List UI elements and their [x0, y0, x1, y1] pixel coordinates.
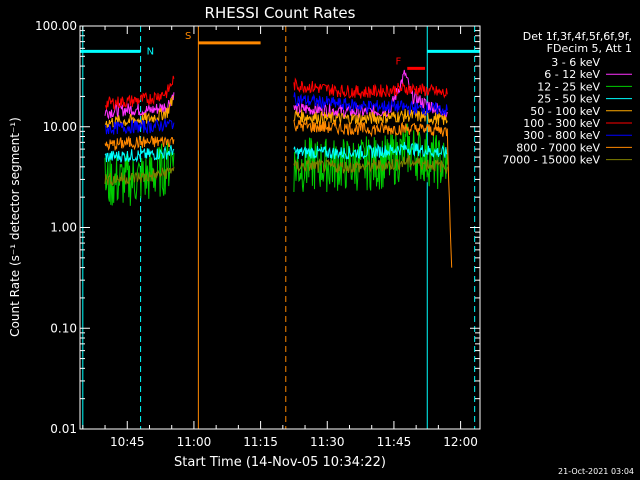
y-tick-label: 10.00 — [43, 120, 77, 134]
series-line-100-300-kev-part-0 — [104, 75, 175, 111]
series-line-6-12-kev-part-0 — [104, 92, 175, 120]
series-line-3-6-kev-part-1 — [293, 133, 455, 329]
y-tick-label: 0.10 — [50, 321, 77, 335]
y-tick-label: 0.01 — [50, 422, 77, 436]
x-tick-label: 11:15 — [243, 435, 278, 449]
series-line-25-50-kev-part-0 — [104, 145, 175, 163]
series-line-800-7000-kev-part-1 — [293, 119, 453, 268]
x-tick-label: 11:45 — [377, 435, 412, 449]
legend-label-7000-15000-kev: 7000 - 15000 keV — [502, 154, 600, 167]
y-axis-label: Count Rate (s⁻¹ detector segment⁻¹) — [8, 117, 22, 337]
series-line-50-100-kev-part-0 — [104, 95, 174, 128]
axes: 0.01 0.10 1.00 10.00 100.00 10:45 11:00 11:15 11… — [35, 19, 480, 449]
x-tick-label: 11:30 — [310, 435, 345, 449]
legend-label-25-50-kev: 25 - 50 keV — [537, 93, 600, 106]
legend-header-line2: FDecim 5, Att 1 — [547, 42, 632, 55]
y-tick-label: 100.00 — [35, 19, 77, 33]
chart-title: RHESSI Count Rates — [205, 4, 356, 22]
series-line-800-7000-kev-part-0 — [104, 135, 175, 151]
x-tick-label: 10:45 — [110, 435, 145, 449]
legend-label-3-6-kev: 3 - 6 keV — [551, 56, 600, 69]
legend-label-800-7000-kev: 800 - 7000 keV — [516, 141, 600, 154]
series-line-12-25-kev-part-1 — [293, 123, 448, 193]
x-axis-label: Start Time (14-Nov-05 10:34:22) — [174, 455, 386, 470]
series-line-300-800-kev-part-1 — [293, 92, 448, 117]
footer-timestamp: 21-Oct-2021 03:04 — [558, 467, 634, 476]
series-line-7000-15000-kev-part-0 — [104, 166, 175, 187]
legend-label-100-300-kev: 100 - 300 keV — [523, 117, 600, 130]
legend-label-50-100-kev: 50 - 100 keV — [530, 105, 600, 118]
interval-label-n: N — [147, 46, 154, 57]
y-tick-label: 1.00 — [50, 221, 77, 235]
plot-area: N S F — [80, 26, 480, 429]
interval-label-s: S — [185, 31, 191, 42]
series-line-300-800-kev-part-0 — [104, 118, 175, 135]
series-line-25-50-kev-part-1 — [293, 142, 448, 160]
series-line-100-300-kev-part-1 — [293, 77, 448, 99]
legend-label-300-800-kev: 300 - 800 keV — [523, 129, 600, 142]
series-line-6-12-kev-part-1 — [293, 69, 448, 120]
series-line-7000-15000-kev-part-1 — [293, 154, 448, 175]
legend-label-6-12-kev: 6 - 12 keV — [544, 68, 600, 81]
series-line-12-25-kev-part-0 — [104, 141, 175, 206]
interval-label-f: F — [395, 56, 401, 67]
x-tick-label: 12:00 — [443, 435, 478, 449]
x-tick-label: 11:00 — [177, 435, 212, 449]
legend-label-12-25-kev: 12 - 25 keV — [537, 80, 600, 93]
legend-header-line1: Det 1f,3f,4f,5f,6f,9f, — [523, 30, 632, 43]
